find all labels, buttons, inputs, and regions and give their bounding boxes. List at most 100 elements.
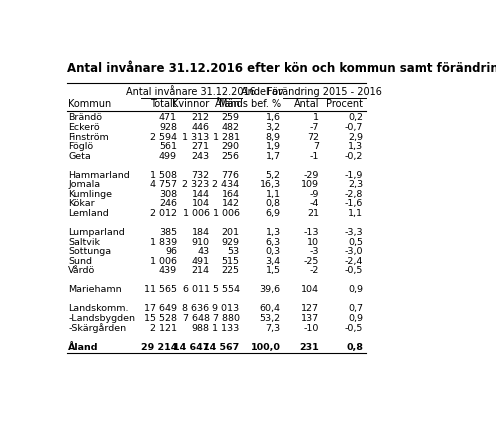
Text: 471: 471 [159,114,177,122]
Text: 137: 137 [301,314,319,323]
Text: Kökar: Kökar [68,199,95,208]
Text: Mariehamn: Mariehamn [68,285,122,295]
Text: 928: 928 [159,123,177,132]
Text: 164: 164 [222,190,240,199]
Text: Antal invånare 31.12.2016 efter kön och kommun samt förändring från 31.12.2015: Antal invånare 31.12.2016 efter kön och … [66,60,496,75]
Text: 482: 482 [222,123,240,132]
Text: 109: 109 [301,180,319,189]
Text: Jomala: Jomala [68,180,100,189]
Text: 39,6: 39,6 [259,285,281,295]
Text: 231: 231 [300,343,319,352]
Text: 290: 290 [222,142,240,151]
Text: 1,1: 1,1 [266,190,281,199]
Text: 225: 225 [222,266,240,275]
Text: 1,7: 1,7 [266,151,281,161]
Text: Procent: Procent [326,99,364,109]
Text: 1 133: 1 133 [212,324,240,333]
Text: Brändö: Brändö [68,114,102,122]
Text: 5,2: 5,2 [266,171,281,180]
Text: Vårdö: Vårdö [68,266,95,275]
Text: 104: 104 [191,199,210,208]
Text: -1,6: -1,6 [345,199,364,208]
Text: 100,0: 100,0 [251,343,281,352]
Text: -13: -13 [304,228,319,237]
Text: Kommun: Kommun [68,99,112,109]
Text: Lemland: Lemland [68,209,109,218]
Text: 15 528: 15 528 [144,314,177,323]
Text: 1 281: 1 281 [213,133,240,141]
Text: Lumparland: Lumparland [68,228,125,237]
Text: -1: -1 [310,151,319,161]
Text: 8 636: 8 636 [183,304,210,314]
Text: 988: 988 [191,324,210,333]
Text: -4: -4 [310,199,319,208]
Text: -2,8: -2,8 [345,190,364,199]
Text: 212: 212 [191,114,210,122]
Text: 16,3: 16,3 [259,180,281,189]
Text: 6 011: 6 011 [183,285,210,295]
Text: Sottunga: Sottunga [68,247,111,256]
Text: 0,8: 0,8 [266,199,281,208]
Text: 1: 1 [313,114,319,122]
Text: -2,4: -2,4 [345,257,364,266]
Text: 271: 271 [191,142,210,151]
Text: Män: Män [219,99,240,109]
Text: -3,3: -3,3 [345,228,364,237]
Text: 17 649: 17 649 [144,304,177,314]
Text: 439: 439 [159,266,177,275]
Text: 8,9: 8,9 [266,133,281,141]
Text: 1 006: 1 006 [150,257,177,266]
Text: 446: 446 [191,123,210,132]
Text: -1,9: -1,9 [345,171,364,180]
Text: 11 565: 11 565 [144,285,177,295]
Text: Kumlinge: Kumlinge [68,190,112,199]
Text: -2: -2 [310,266,319,275]
Text: 243: 243 [191,151,210,161]
Text: 1,3: 1,3 [265,228,281,237]
Text: 732: 732 [191,171,210,180]
Text: 308: 308 [159,190,177,199]
Text: 1 313: 1 313 [183,133,210,141]
Text: 7 880: 7 880 [213,314,240,323]
Text: 0,2: 0,2 [348,114,364,122]
Text: -25: -25 [304,257,319,266]
Text: 7 648: 7 648 [183,314,210,323]
Text: 2,3: 2,3 [348,180,364,189]
Text: 2,9: 2,9 [348,133,364,141]
Text: 515: 515 [222,257,240,266]
Text: 21: 21 [307,209,319,218]
Text: 104: 104 [301,285,319,295]
Text: 3,4: 3,4 [265,257,281,266]
Text: Hammarland: Hammarland [68,171,130,180]
Text: 1,1: 1,1 [348,209,364,218]
Text: 246: 246 [159,199,177,208]
Text: -29: -29 [304,171,319,180]
Text: Totalt: Totalt [150,99,177,109]
Text: Saltvik: Saltvik [68,238,100,246]
Text: 2 121: 2 121 [150,324,177,333]
Text: -7: -7 [310,123,319,132]
Text: Antal invånare 31.12.2016: Antal invånare 31.12.2016 [126,87,256,97]
Text: 6,3: 6,3 [265,238,281,246]
Text: Kvinnor: Kvinnor [172,99,210,109]
Text: -0,2: -0,2 [345,151,364,161]
Text: 7,3: 7,3 [265,324,281,333]
Text: 2 012: 2 012 [150,209,177,218]
Text: 60,4: 60,4 [260,304,281,314]
Text: 0,8: 0,8 [346,343,364,352]
Text: -Landsbygden: -Landsbygden [68,314,135,323]
Text: 1 839: 1 839 [150,238,177,246]
Text: 2 434: 2 434 [212,180,240,189]
Text: 3,2: 3,2 [265,123,281,132]
Text: 14 567: 14 567 [203,343,240,352]
Text: Åland: Åland [68,343,99,352]
Text: 142: 142 [222,199,240,208]
Text: 10: 10 [307,238,319,246]
Text: 201: 201 [222,228,240,237]
Text: 29 214: 29 214 [140,343,177,352]
Text: 1,3: 1,3 [348,142,364,151]
Text: -3: -3 [310,247,319,256]
Text: Finström: Finström [68,133,109,141]
Text: 184: 184 [191,228,210,237]
Text: Antal: Antal [294,99,319,109]
